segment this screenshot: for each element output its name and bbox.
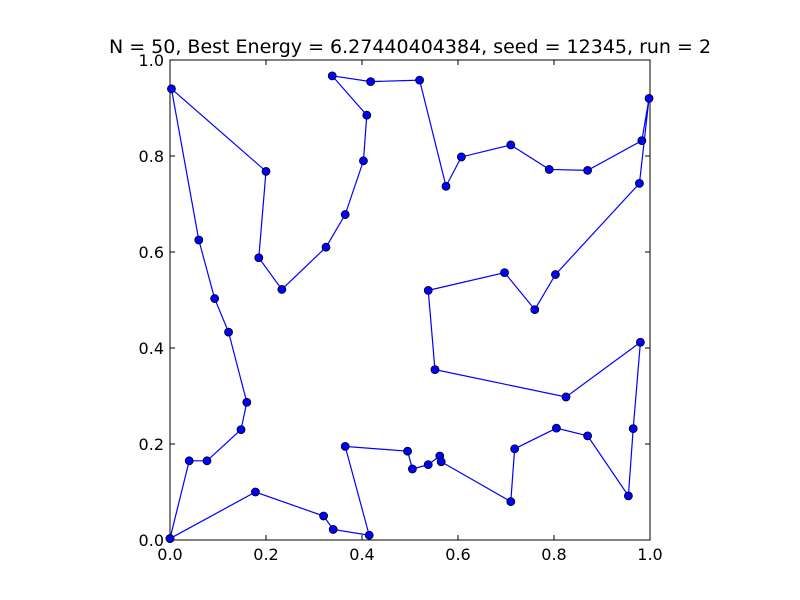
city-point (254, 253, 264, 263)
city-point (644, 94, 654, 103)
chart-title: N = 50, Best Energy = 6.27440404384, see… (109, 36, 711, 58)
city-point (506, 497, 516, 507)
city-point (210, 294, 220, 303)
y-tick-label: 0.6 (139, 243, 164, 262)
tick-labels: 0.0 0.2 0.4 0.6 0.8 1.0 0.0 0.2 0.4 0.6 0.8 1.0 (139, 51, 663, 564)
series-layer (165, 71, 654, 543)
city-point (637, 136, 647, 146)
x-tick-label: 0.8 (541, 545, 566, 564)
x-tick-label: 0.0 (157, 545, 182, 564)
city-point (544, 165, 554, 174)
city-point (423, 460, 433, 470)
city-point (583, 431, 592, 441)
city-point (583, 165, 592, 175)
city-point (551, 270, 560, 279)
city-point (242, 397, 252, 407)
city-point (328, 525, 338, 534)
city-point (165, 534, 175, 543)
y-tick-label: 0.8 (139, 147, 164, 166)
city-point (236, 425, 246, 435)
city-point (359, 156, 368, 166)
city-point (224, 327, 233, 337)
city-point (510, 444, 520, 454)
city-point (261, 166, 271, 176)
city-point (430, 365, 440, 375)
city-point (202, 456, 212, 466)
city-point (321, 242, 331, 252)
city-point (366, 77, 376, 86)
city-point (407, 464, 417, 474)
city-point (552, 423, 561, 433)
x-tick-label: 1.0 (637, 545, 662, 564)
city-point (624, 491, 633, 501)
city-point (277, 285, 287, 294)
city-point (456, 152, 466, 162)
city-point (415, 75, 425, 85)
city-point (500, 268, 509, 278)
city-point (194, 235, 204, 245)
city-point (167, 84, 176, 94)
x-tick-label: 0.2 (253, 545, 278, 564)
city-point (251, 487, 260, 497)
city-point (403, 446, 413, 456)
city-point (423, 285, 433, 295)
city-point (362, 110, 372, 120)
city-point (628, 424, 638, 434)
y-tick-label: 0.0 (139, 531, 164, 550)
city-point (530, 305, 540, 315)
city-point (441, 181, 451, 191)
city-point (319, 511, 329, 521)
y-tick-label: 0.2 (139, 435, 164, 454)
city-point (506, 140, 516, 150)
x-tick-label: 0.4 (349, 545, 374, 564)
city-point (635, 178, 644, 188)
y-tick-label: 1.0 (139, 51, 164, 70)
city-point (364, 530, 374, 540)
plot-frame (169, 59, 651, 541)
city-point (184, 456, 194, 466)
city-point (340, 441, 350, 451)
city-point (636, 337, 645, 347)
city-point (436, 457, 446, 467)
x-tick-label: 0.6 (445, 545, 470, 564)
city-point (561, 392, 571, 402)
city-point (327, 71, 337, 81)
y-tick-label: 0.4 (139, 339, 164, 358)
city-point (340, 210, 350, 219)
